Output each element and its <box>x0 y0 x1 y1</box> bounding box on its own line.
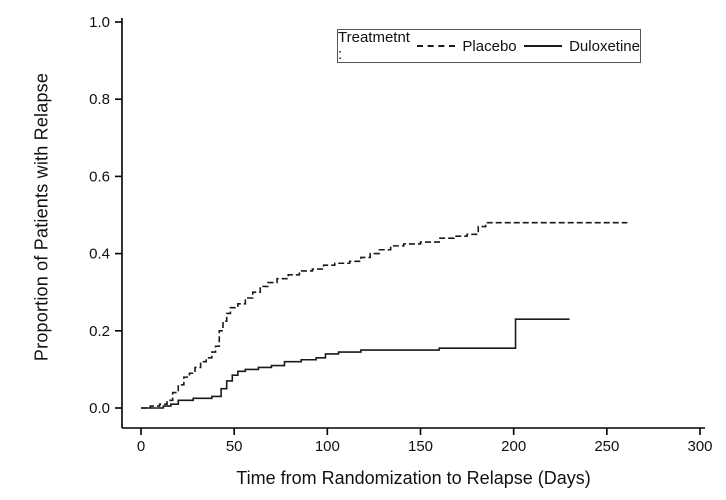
x-axis-label: Time from Randomization to Relapse (Days… <box>236 468 591 488</box>
legend-label-placebo: Placebo <box>462 37 517 55</box>
svg-text:150: 150 <box>408 438 433 455</box>
svg-text:200: 200 <box>501 438 526 455</box>
svg-text:300: 300 <box>687 438 712 455</box>
svg-text:1.0: 1.0 <box>89 14 110 31</box>
svg-text:0: 0 <box>137 438 145 455</box>
svg-text:0.8: 0.8 <box>89 91 110 108</box>
duloxetine-line-sample-icon <box>523 45 563 47</box>
svg-text:250: 250 <box>594 438 619 455</box>
y-axis-label: Proportion of Patients with Relapse <box>31 72 52 362</box>
legend-label-duloxetine: Duloxetine <box>569 37 640 55</box>
svg-text:0.4: 0.4 <box>89 246 110 263</box>
placebo-line-sample-icon <box>416 45 456 47</box>
legend-box: Treatmetnt : Placebo Duloxetine <box>337 29 641 63</box>
svg-text:0.2: 0.2 <box>89 323 110 340</box>
svg-text:50: 50 <box>226 438 243 455</box>
legend-title: Treatmetnt : <box>338 29 410 63</box>
svg-text:100: 100 <box>315 438 340 455</box>
svg-text:0.0: 0.0 <box>89 400 110 417</box>
svg-text:0.6: 0.6 <box>89 168 110 185</box>
